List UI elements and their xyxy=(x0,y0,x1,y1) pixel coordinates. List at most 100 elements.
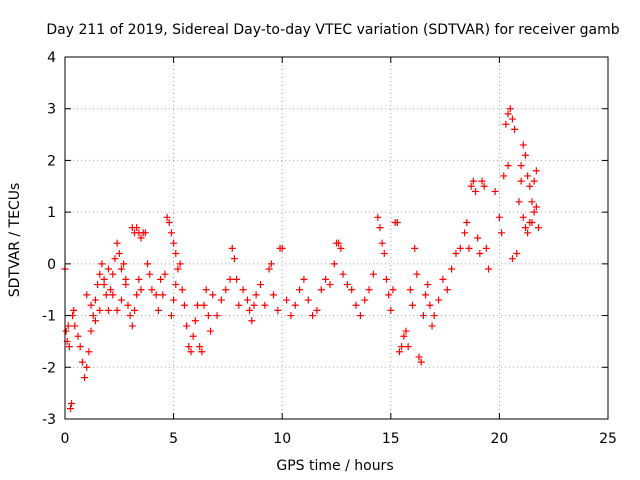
data-point xyxy=(113,306,121,314)
data-point xyxy=(113,239,121,247)
data-point xyxy=(233,275,241,283)
data-point xyxy=(128,322,136,330)
data-point xyxy=(191,317,199,325)
data-point xyxy=(526,218,534,226)
data-point xyxy=(250,301,258,309)
y-tick-label: -3 xyxy=(42,412,56,428)
data-point xyxy=(235,301,243,309)
data-point xyxy=(385,291,393,299)
x-tick-label: 10 xyxy=(273,431,291,447)
data-point xyxy=(109,291,117,299)
data-point xyxy=(207,327,215,335)
data-point xyxy=(530,177,538,185)
grid-lines xyxy=(65,57,608,419)
data-point xyxy=(528,198,536,206)
data-point xyxy=(317,286,325,294)
data-point xyxy=(137,286,145,294)
data-point xyxy=(461,229,469,237)
data-point xyxy=(524,229,532,237)
data-point xyxy=(278,244,286,252)
data-point xyxy=(365,286,373,294)
data-point xyxy=(476,250,484,258)
data-point xyxy=(217,296,225,304)
data-point xyxy=(448,265,456,273)
data-point xyxy=(154,306,162,314)
data-point xyxy=(213,312,221,320)
y-tick-label: 1 xyxy=(47,205,56,221)
data-point xyxy=(135,275,143,283)
data-point xyxy=(133,224,141,232)
data-point xyxy=(256,281,264,289)
data-point xyxy=(491,187,499,195)
data-point xyxy=(513,250,521,258)
y-tick-label: -2 xyxy=(42,360,56,376)
data-point xyxy=(70,306,78,314)
data-point xyxy=(91,296,99,304)
data-point xyxy=(469,177,477,185)
data-point xyxy=(504,162,512,170)
data-point xyxy=(122,281,130,289)
data-point xyxy=(64,322,72,330)
data-point xyxy=(313,306,321,314)
data-point xyxy=(180,301,188,309)
data-point xyxy=(117,265,125,273)
data-point xyxy=(506,105,514,113)
data-point xyxy=(270,291,278,299)
data-point xyxy=(419,312,427,320)
data-point xyxy=(374,213,382,221)
data-point xyxy=(395,348,403,356)
data-point xyxy=(81,374,89,382)
data-point xyxy=(519,141,527,149)
data-point xyxy=(148,286,156,294)
data-point xyxy=(174,265,182,273)
data-point xyxy=(248,317,256,325)
data-point xyxy=(137,234,145,242)
data-point xyxy=(202,286,210,294)
data-point xyxy=(124,301,132,309)
data-point xyxy=(382,275,390,283)
data-point xyxy=(198,348,206,356)
data-point xyxy=(115,250,123,258)
data-point xyxy=(189,332,197,340)
data-point xyxy=(322,275,330,283)
y-tick-label: -1 xyxy=(42,309,56,325)
data-point xyxy=(71,322,79,330)
data-point xyxy=(467,182,475,190)
data-point xyxy=(94,281,102,289)
data-point xyxy=(404,343,412,351)
data-point xyxy=(463,218,471,226)
data-point xyxy=(100,281,108,289)
data-point xyxy=(504,110,512,118)
data-point xyxy=(524,172,532,180)
data-point xyxy=(83,291,91,299)
data-point xyxy=(109,270,117,278)
x-axis-ticks: 0 5 10 15 20 25 xyxy=(61,57,617,447)
data-point xyxy=(300,275,308,283)
data-point xyxy=(65,343,73,351)
data-point xyxy=(502,120,510,128)
data-point xyxy=(167,312,175,320)
data-point xyxy=(406,286,414,294)
data-point xyxy=(411,244,419,252)
data-point xyxy=(337,244,345,252)
data-point xyxy=(230,255,238,263)
data-point xyxy=(252,291,260,299)
data-point xyxy=(389,286,397,294)
data-point xyxy=(283,296,291,304)
data-point xyxy=(146,270,154,278)
data-point xyxy=(387,306,395,314)
data-point xyxy=(159,291,167,299)
data-point xyxy=(335,239,343,247)
data-point xyxy=(393,218,401,226)
data-point xyxy=(287,312,295,320)
data-point xyxy=(521,224,529,232)
data-point xyxy=(339,270,347,278)
y-axis-label: SDTVAR / TECUs xyxy=(7,183,23,298)
data-point xyxy=(172,281,180,289)
data-point xyxy=(530,208,538,216)
data-point xyxy=(102,291,110,299)
data-point xyxy=(376,224,384,232)
data-point xyxy=(104,306,112,314)
data-point xyxy=(415,353,423,361)
data-point xyxy=(131,306,139,314)
